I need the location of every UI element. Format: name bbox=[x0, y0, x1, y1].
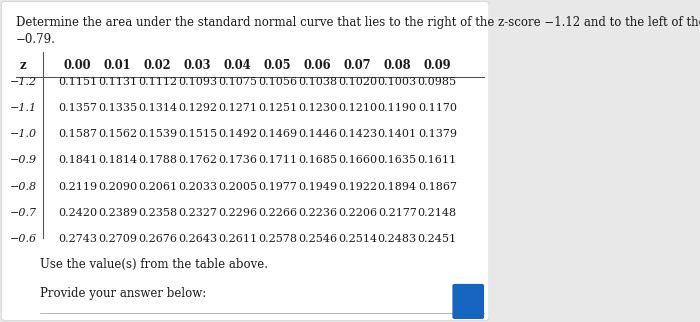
Text: 0.2578: 0.2578 bbox=[258, 234, 297, 244]
FancyBboxPatch shape bbox=[1, 1, 489, 321]
Text: 0.1685: 0.1685 bbox=[298, 155, 337, 166]
Text: 0.2546: 0.2546 bbox=[298, 234, 337, 244]
Text: 0.2090: 0.2090 bbox=[98, 182, 137, 192]
Text: 0.2420: 0.2420 bbox=[58, 208, 97, 218]
Text: 0.05: 0.05 bbox=[263, 59, 291, 72]
Text: 0.1562: 0.1562 bbox=[98, 129, 137, 139]
Text: 0.2061: 0.2061 bbox=[138, 182, 177, 192]
Text: 0.1736: 0.1736 bbox=[218, 155, 257, 166]
Text: 0.0985: 0.0985 bbox=[418, 77, 457, 87]
Text: 0.1314: 0.1314 bbox=[138, 103, 177, 113]
Text: 0.2451: 0.2451 bbox=[418, 234, 457, 244]
Text: Determine the area under the standard normal curve that lies to the right of the: Determine the area under the standard no… bbox=[16, 16, 700, 29]
Text: 0.1251: 0.1251 bbox=[258, 103, 297, 113]
Text: 0.1131: 0.1131 bbox=[98, 77, 137, 87]
Text: 0.04: 0.04 bbox=[223, 59, 251, 72]
Text: 0.1038: 0.1038 bbox=[298, 77, 337, 87]
Text: −1.2: −1.2 bbox=[10, 77, 37, 87]
Text: −0.7: −0.7 bbox=[10, 208, 37, 218]
Text: 0.2676: 0.2676 bbox=[138, 234, 177, 244]
Text: 0.1711: 0.1711 bbox=[258, 155, 297, 166]
Text: 0.1151: 0.1151 bbox=[58, 77, 97, 87]
Text: 0.2358: 0.2358 bbox=[138, 208, 177, 218]
Text: 0.1539: 0.1539 bbox=[138, 129, 177, 139]
Text: −0.79.: −0.79. bbox=[16, 33, 56, 46]
Text: 0.07: 0.07 bbox=[344, 59, 371, 72]
Text: 0.1112: 0.1112 bbox=[138, 77, 177, 87]
Text: 0.1762: 0.1762 bbox=[178, 155, 217, 166]
Text: 0.1949: 0.1949 bbox=[298, 182, 337, 192]
Text: 0.2033: 0.2033 bbox=[178, 182, 217, 192]
Text: 0.1515: 0.1515 bbox=[178, 129, 217, 139]
FancyBboxPatch shape bbox=[452, 284, 484, 319]
Text: 0.2743: 0.2743 bbox=[58, 234, 97, 244]
Text: 0.1922: 0.1922 bbox=[338, 182, 377, 192]
Text: 0.1379: 0.1379 bbox=[418, 129, 457, 139]
Text: −1.0: −1.0 bbox=[10, 129, 37, 139]
Text: 0.2266: 0.2266 bbox=[258, 208, 297, 218]
Text: 0.2177: 0.2177 bbox=[378, 208, 416, 218]
Text: 0.2296: 0.2296 bbox=[218, 208, 257, 218]
Text: 0.2148: 0.2148 bbox=[418, 208, 457, 218]
Text: 0.1423: 0.1423 bbox=[338, 129, 377, 139]
Text: 0.1292: 0.1292 bbox=[178, 103, 217, 113]
Text: 0.1788: 0.1788 bbox=[138, 155, 177, 166]
Text: 0.1271: 0.1271 bbox=[218, 103, 257, 113]
Text: 0.1660: 0.1660 bbox=[338, 155, 377, 166]
Text: 0.1635: 0.1635 bbox=[378, 155, 417, 166]
Text: 0.2005: 0.2005 bbox=[218, 182, 257, 192]
Text: 0.1814: 0.1814 bbox=[98, 155, 137, 166]
Text: 0.1867: 0.1867 bbox=[418, 182, 457, 192]
Text: z: z bbox=[20, 59, 27, 72]
Text: 0.02: 0.02 bbox=[144, 59, 172, 72]
Text: 0.1003: 0.1003 bbox=[378, 77, 417, 87]
Text: 0.1093: 0.1093 bbox=[178, 77, 217, 87]
Text: 0.1446: 0.1446 bbox=[298, 129, 337, 139]
Text: 0.03: 0.03 bbox=[183, 59, 211, 72]
Text: 0.1056: 0.1056 bbox=[258, 77, 297, 87]
Text: 0.2483: 0.2483 bbox=[378, 234, 417, 244]
Text: 0.1335: 0.1335 bbox=[98, 103, 137, 113]
Text: 0.1977: 0.1977 bbox=[258, 182, 297, 192]
Text: −0.6: −0.6 bbox=[10, 234, 37, 244]
Text: 0.1492: 0.1492 bbox=[218, 129, 257, 139]
Text: −0.8: −0.8 bbox=[10, 182, 37, 192]
Text: Provide your answer below:: Provide your answer below: bbox=[41, 287, 206, 300]
Text: 0.08: 0.08 bbox=[384, 59, 411, 72]
Text: 0.1894: 0.1894 bbox=[378, 182, 417, 192]
Text: 0.2206: 0.2206 bbox=[338, 208, 377, 218]
Text: 0.1075: 0.1075 bbox=[218, 77, 257, 87]
Text: −1.1: −1.1 bbox=[10, 103, 37, 113]
Text: 0.00: 0.00 bbox=[64, 59, 91, 72]
Text: 0.2327: 0.2327 bbox=[178, 208, 217, 218]
Text: 0.1401: 0.1401 bbox=[378, 129, 417, 139]
Text: 0.1020: 0.1020 bbox=[338, 77, 377, 87]
Text: 0.1611: 0.1611 bbox=[418, 155, 457, 166]
Text: 0.2236: 0.2236 bbox=[298, 208, 337, 218]
Text: 0.2709: 0.2709 bbox=[98, 234, 137, 244]
Text: 0.2611: 0.2611 bbox=[218, 234, 257, 244]
Text: 0.1170: 0.1170 bbox=[418, 103, 457, 113]
Text: 0.1210: 0.1210 bbox=[338, 103, 377, 113]
Text: 0.1469: 0.1469 bbox=[258, 129, 297, 139]
Text: 0.2514: 0.2514 bbox=[338, 234, 377, 244]
Text: 0.1587: 0.1587 bbox=[58, 129, 97, 139]
Text: 0.2643: 0.2643 bbox=[178, 234, 217, 244]
Text: Use the value(s) from the table above.: Use the value(s) from the table above. bbox=[41, 258, 268, 271]
Text: 0.1841: 0.1841 bbox=[58, 155, 97, 166]
Text: −0.9: −0.9 bbox=[10, 155, 37, 166]
Text: 0.2119: 0.2119 bbox=[58, 182, 97, 192]
Text: 0.01: 0.01 bbox=[104, 59, 131, 72]
Text: 0.09: 0.09 bbox=[424, 59, 451, 72]
Text: 0.1357: 0.1357 bbox=[58, 103, 97, 113]
Text: 0.1230: 0.1230 bbox=[298, 103, 337, 113]
Text: 0.1190: 0.1190 bbox=[378, 103, 417, 113]
Text: 0.06: 0.06 bbox=[304, 59, 331, 72]
Text: 0.2389: 0.2389 bbox=[98, 208, 137, 218]
